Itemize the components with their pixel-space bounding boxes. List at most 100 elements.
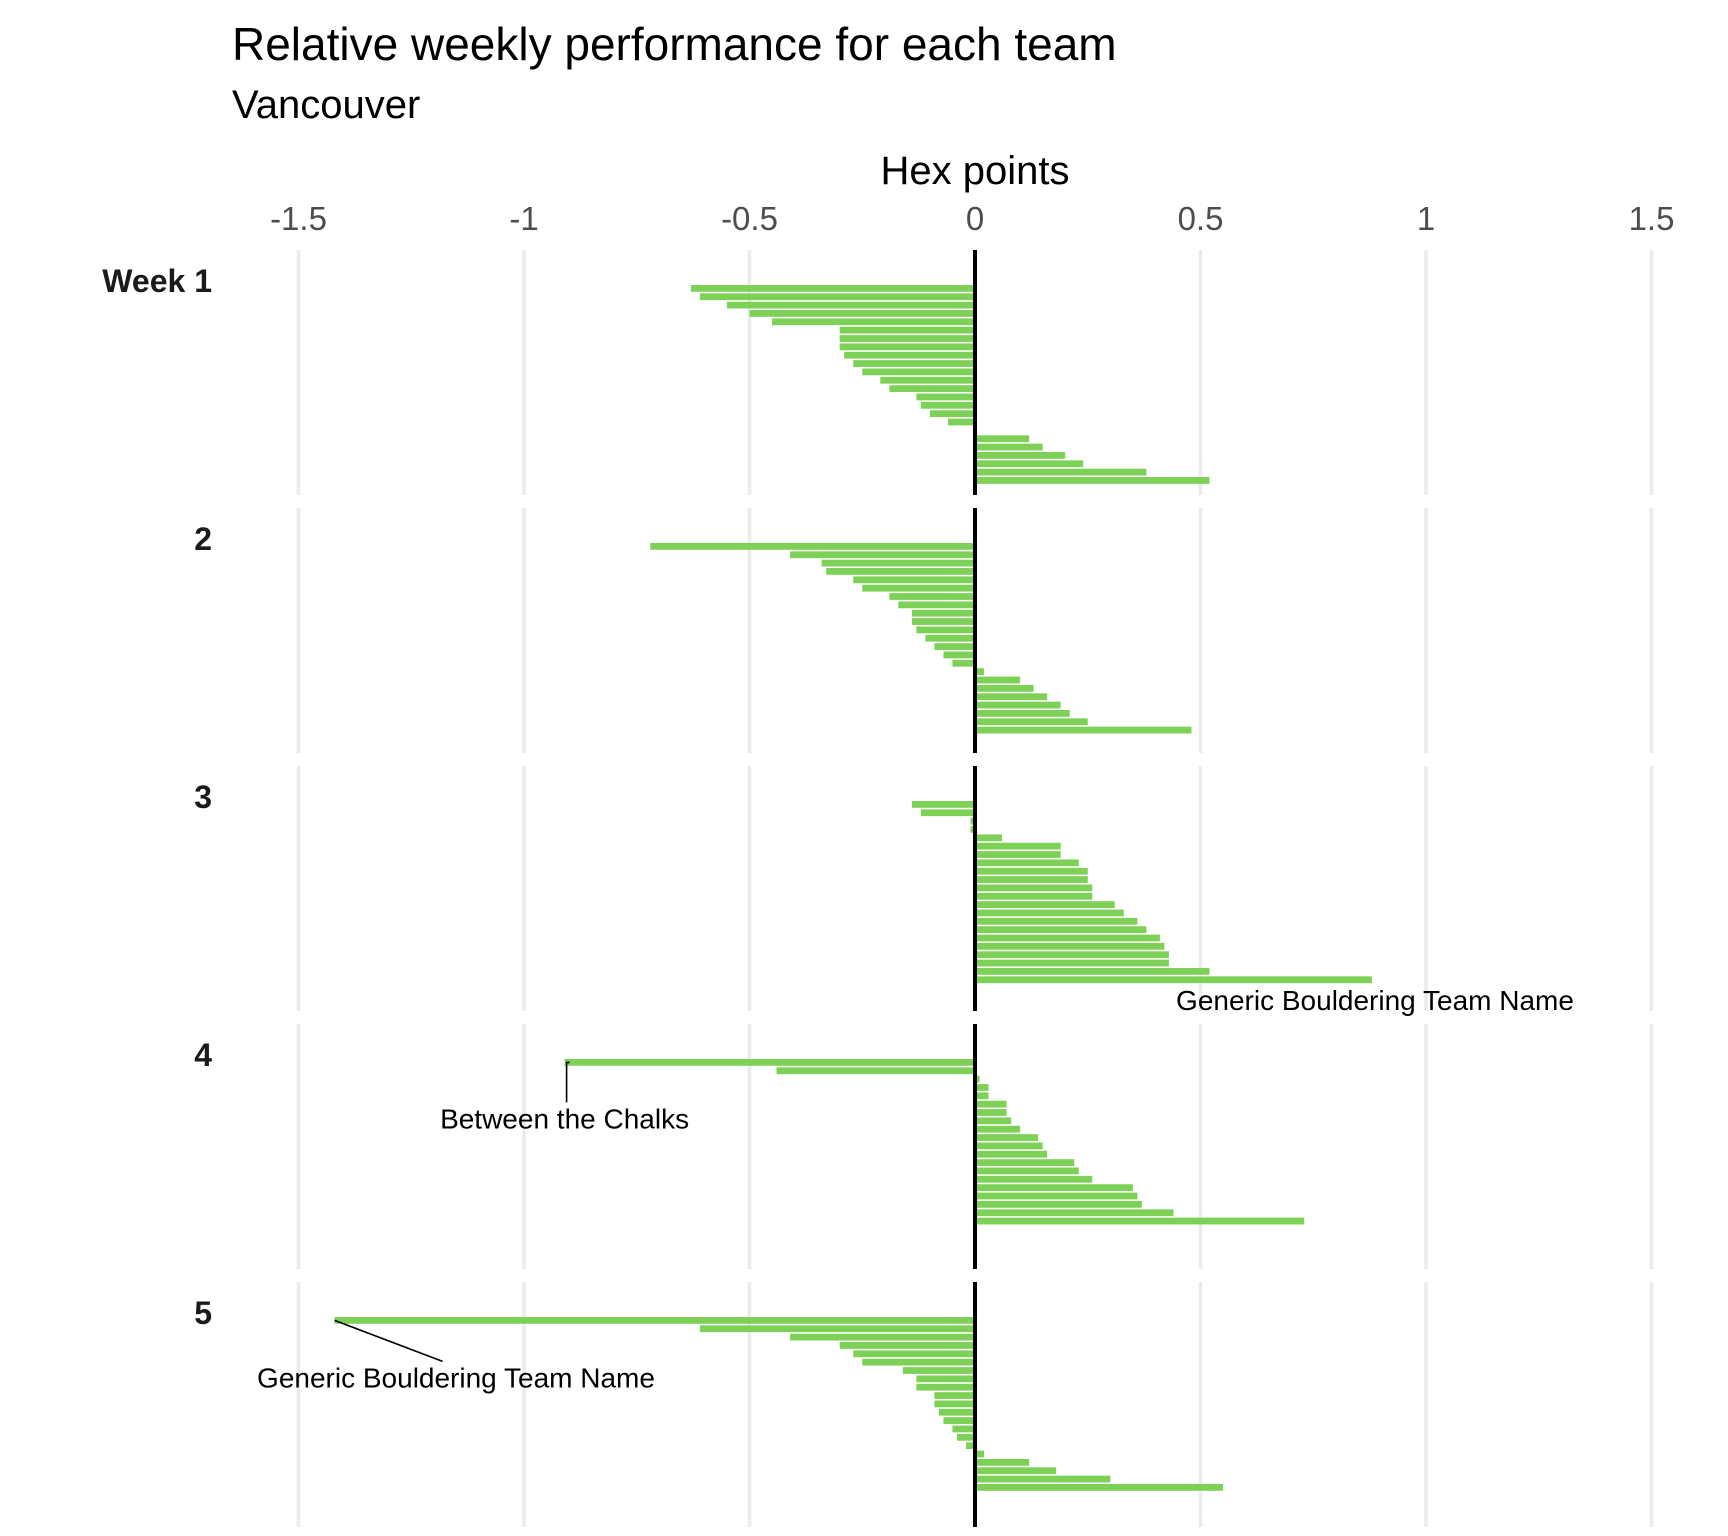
x-axis-ticks: -1.5 -1 -0.5 0 0.5 1 1.5 [270,200,1674,237]
bar [889,385,975,392]
bar [975,951,1169,959]
bar [975,1192,1138,1200]
bar [911,618,975,625]
bar [920,401,975,409]
bar [975,892,1093,900]
bar [902,1367,975,1374]
bar [975,668,985,676]
bar [975,1117,1012,1125]
bar [975,859,1079,867]
bar [975,1217,1305,1225]
bar [975,1475,1111,1483]
bar [699,293,975,301]
bar [880,376,975,384]
bar [956,1433,975,1441]
bar [916,626,975,634]
bar [970,817,975,825]
bar [862,368,975,376]
bar [975,701,1061,709]
bar [862,584,975,592]
bar [975,926,1147,934]
chart-title: Relative weekly performance for each tea… [232,18,1117,70]
bar [938,1408,975,1416]
bar [975,959,1169,967]
bar [839,335,975,342]
bar [975,1100,1007,1108]
bar [564,1059,975,1066]
bar [975,460,1084,468]
bar [975,1125,1021,1133]
chart-subtitle: Vancouver [232,83,420,127]
x-tick-label: -0.5 [721,200,778,237]
bar [911,609,975,617]
annotation-leader [334,1319,443,1363]
bar [975,1450,985,1458]
bar [699,1325,975,1333]
bar [839,326,975,334]
week-labels: Week 1 2 3 4 5 [102,263,212,1331]
bar [790,1333,975,1341]
bar [975,867,1088,875]
annotation-label: Generic Bouldering Team Name [257,1362,655,1393]
bar [952,659,975,667]
bar [975,917,1138,925]
bar [975,1184,1133,1192]
bar [916,1383,975,1391]
bar [853,576,975,584]
bar [975,1458,1030,1466]
bar [650,543,975,550]
bar [970,826,975,833]
bar [975,842,1061,850]
bar [975,1167,1079,1175]
x-tick-label: -1.5 [270,200,327,237]
bars [334,285,1372,1491]
annotation-label: Generic Bouldering Team Name [1176,985,1574,1016]
bar [790,551,975,559]
bar [929,410,975,418]
bar [975,1209,1174,1217]
bar [975,976,1372,984]
x-tick-label: 0 [966,200,984,237]
bar [334,1317,976,1324]
bar [916,1375,975,1383]
bar [925,634,975,642]
bar [975,726,1192,734]
bar [975,693,1048,701]
bar [862,1358,975,1366]
bar [943,651,975,659]
bar [975,1467,1057,1475]
bar [839,1342,975,1349]
bar [965,1442,975,1450]
bar [826,568,975,575]
bar [975,1075,980,1083]
x-axis-label: Hex points [881,149,1070,193]
week-label: 3 [194,779,212,815]
x-tick-label: 0.5 [1178,200,1224,237]
bar [934,643,975,650]
bar [821,559,975,567]
bar [853,1350,975,1358]
x-tick-label: 1 [1417,200,1435,237]
week-label: Week 1 [102,263,212,299]
bar [898,601,975,609]
bar [975,718,1088,726]
x-tick-label: -1 [509,200,538,237]
bar [916,393,975,401]
bar [975,884,1093,892]
week-label: 2 [194,521,212,557]
bar [889,593,975,600]
bar [975,1134,1039,1141]
bar [772,318,975,326]
bar [934,1392,975,1399]
bar [975,1142,1043,1150]
bar [975,1159,1075,1166]
bar [975,468,1147,476]
bar [690,285,975,292]
bar [726,301,975,309]
bar [952,1425,975,1433]
x-tick-label: 1.5 [1629,200,1675,237]
bar [975,909,1124,917]
bar [975,710,1070,717]
bar [975,942,1165,950]
bar [934,1400,975,1408]
